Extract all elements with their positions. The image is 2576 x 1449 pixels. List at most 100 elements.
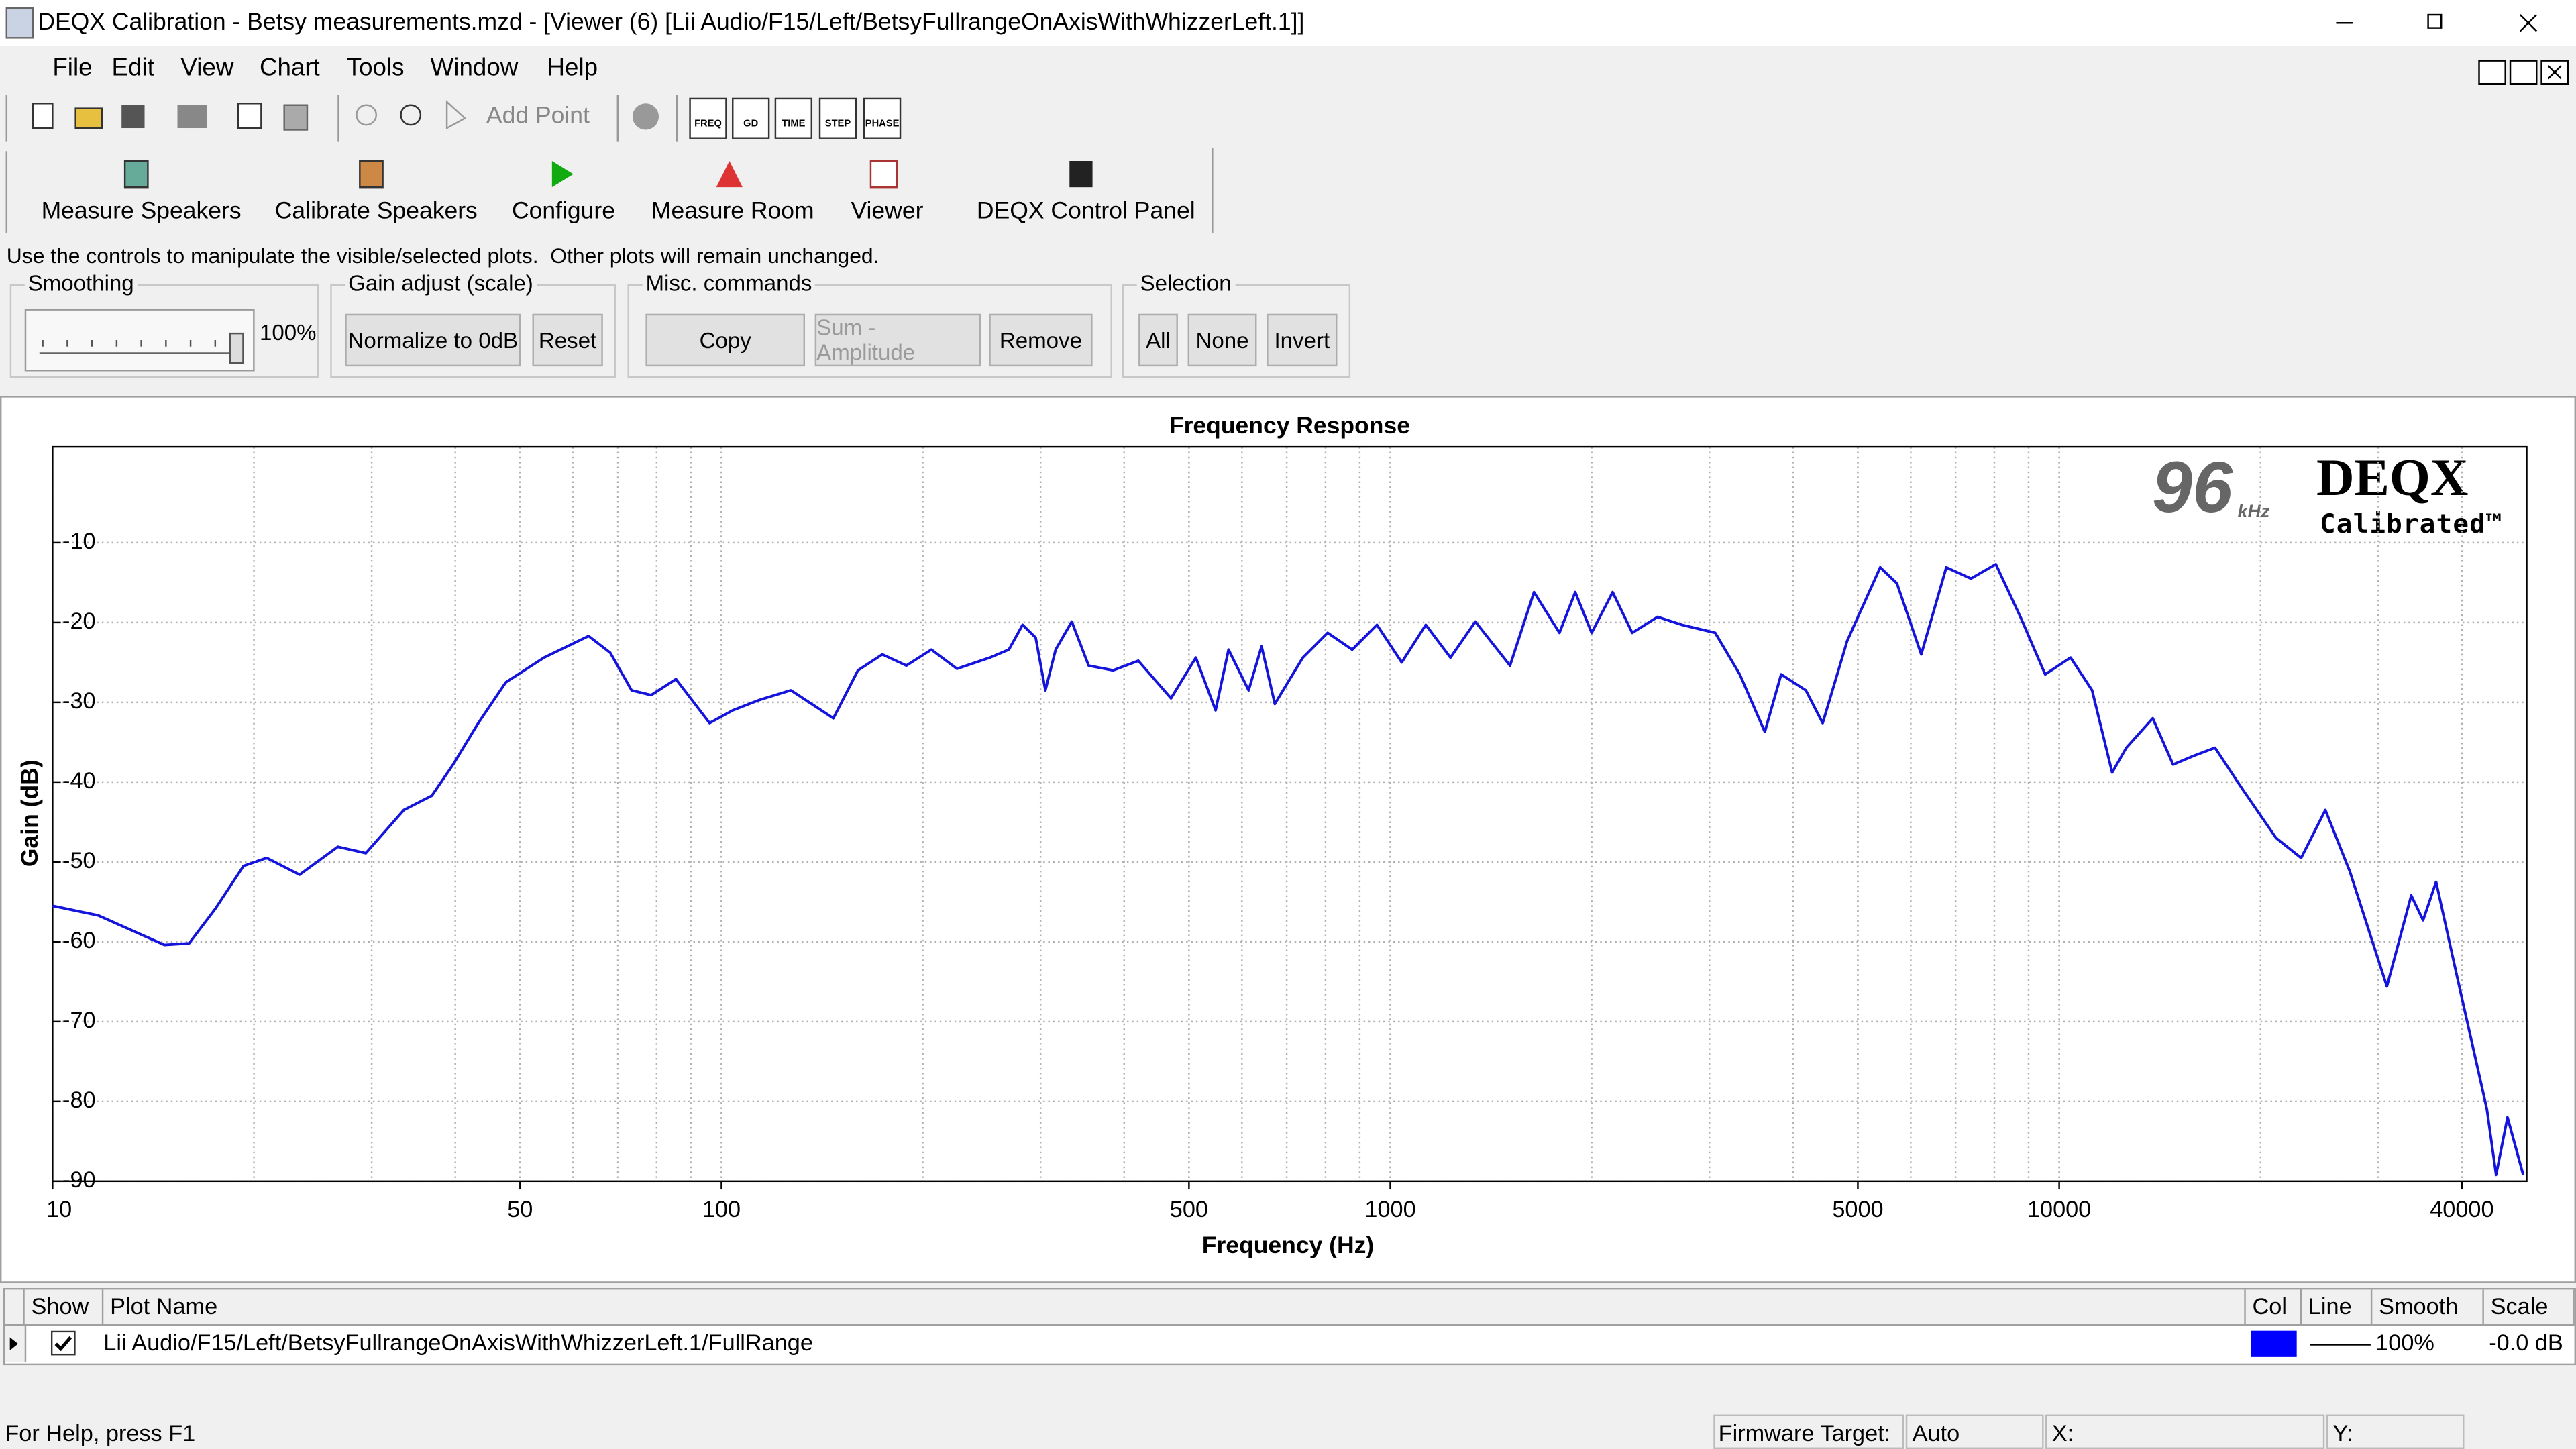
plot-frame: [52, 445, 2528, 1183]
status-bar: For Help, press F1 Firmware Target: Auto…: [0, 1413, 2576, 1449]
x-tick-label: 500: [1170, 1197, 1208, 1222]
view-button[interactable]: TIME: [782, 119, 806, 130]
y-tick-label: -50: [62, 848, 96, 873]
main-button[interactable]: Calibrate Speakers: [274, 199, 478, 225]
logo-brand: DEQX: [2316, 448, 2468, 506]
status-cell: [2326, 1414, 2465, 1449]
firmware-value: Auto: [1912, 1419, 1960, 1446]
button[interactable]: Reset: [532, 313, 603, 367]
view-button[interactable]: PHASE: [865, 119, 900, 130]
main-button[interactable]: Measure Room: [651, 199, 814, 225]
menu-item[interactable]: Tools: [346, 54, 405, 83]
plot-table: Show Plot Name Col Line Smooth Scale Lii Audi…: [3, 1288, 2576, 1366]
chart: Frequency Response Frequency (Hz) Gain (…: [16, 412, 2528, 1258]
button[interactable]: Normalize to 0dB: [345, 313, 521, 367]
y-tick-label: -20: [62, 608, 96, 634]
line-style: [2310, 1344, 2371, 1346]
y-tick-label: -30: [62, 688, 96, 714]
x-tick-label: 50: [507, 1197, 533, 1222]
plot-name: Lii Audio/F15/Left/BetsyFullrangeOnAxisW…: [103, 1329, 813, 1356]
status-help: For Help, press F1: [5, 1419, 196, 1446]
main-button[interactable]: Measure Speakers: [41, 199, 241, 225]
menu-item[interactable]: File: [52, 54, 93, 83]
view-button[interactable]: STEP: [824, 119, 851, 130]
x-tick-label: 5000: [1832, 1197, 1883, 1222]
mdi-controls: [2478, 60, 2569, 85]
chart-panel: [0, 396, 2576, 1283]
smooth-value: 100%: [2375, 1329, 2434, 1356]
y-tick-label: -60: [62, 928, 96, 953]
menu-item[interactable]: Chart: [259, 54, 320, 83]
logo-rate: 96: [2152, 446, 2233, 527]
selection-group: Selection: [1122, 271, 1351, 378]
group-label: Smoothing: [24, 271, 138, 296]
y-tick-label: -40: [62, 768, 96, 794]
x-tick-label: 100: [702, 1197, 741, 1222]
button[interactable]: Copy: [645, 313, 806, 367]
y-axis-label: Gain (dB): [16, 759, 43, 867]
status-cell: [2045, 1414, 2325, 1449]
y-tick-label: -90: [62, 1167, 96, 1193]
title-bar: [0, 0, 2576, 46]
scale-value: -0.0 dB: [2489, 1329, 2563, 1356]
button[interactable]: Invert: [1267, 313, 1338, 367]
x-axis-label: Frequency (Hz): [1202, 1232, 1374, 1258]
window-title: DEQX Calibration - Betsy measurements.mz…: [38, 9, 1305, 36]
chart-title: Frequency Response: [1169, 412, 1410, 439]
x-tick-label: 40000: [2430, 1197, 2493, 1222]
restore[interactable]: [2427, 13, 2443, 29]
column-header: Line: [2302, 1289, 2373, 1324]
row-header: [5, 1326, 27, 1362]
main-button[interactable]: Viewer: [851, 199, 924, 225]
show-checkbox[interactable]: [50, 1330, 77, 1357]
x-tick-label: 10: [46, 1197, 72, 1222]
column-header: Show: [25, 1289, 104, 1324]
hint-text: Use the controls to manipulate the visib…: [6, 243, 879, 268]
group-label: Selection: [1136, 271, 1235, 296]
misc-group: Misc. commands: [627, 271, 1112, 378]
column-header: Plot Name: [103, 1289, 2246, 1324]
status-cell: [1713, 1414, 1904, 1449]
main-button[interactable]: Configure: [512, 199, 615, 225]
y-tick-label: -10: [62, 529, 96, 554]
x-label: X:: [2051, 1419, 2074, 1446]
view-button[interactable]: GD: [743, 119, 759, 130]
view-button[interactable]: FREQ: [694, 119, 722, 130]
window-controls: [2336, 13, 2538, 32]
menu-item[interactable]: Edit: [111, 54, 154, 83]
y-label: Y:: [2332, 1419, 2354, 1446]
color-swatch[interactable]: [2251, 1330, 2297, 1357]
add-point[interactable]: Add Point: [486, 103, 590, 130]
logo-unit: kHz: [2238, 501, 2270, 521]
column-header: Scale: [2484, 1289, 2575, 1324]
column-header: Col: [2246, 1289, 2302, 1324]
smoothing-slider[interactable]: [24, 309, 255, 372]
menu-item[interactable]: View: [180, 54, 234, 83]
y-tick-label: -80: [62, 1087, 96, 1113]
smoothing-value: 100%: [259, 320, 317, 345]
status-cell: [1905, 1414, 2044, 1449]
group-label: Misc. commands: [642, 271, 816, 296]
logo-calibrated: Calibrated™: [2320, 509, 2503, 539]
header-corner: [5, 1289, 25, 1324]
frequency-response-line: [52, 563, 2525, 1177]
menu-item[interactable]: Help: [547, 54, 598, 83]
gain-group: Gain adjust (scale): [330, 271, 616, 378]
x-tick-label: 1000: [1364, 1197, 1415, 1222]
x-tick-label: 10000: [2027, 1197, 2091, 1222]
close[interactable]: [2519, 14, 2538, 32]
column-header: Smooth: [2372, 1289, 2484, 1324]
main-button[interactable]: DEQX Control Panel: [976, 199, 1195, 225]
app-icon: [5, 7, 34, 39]
y-tick-label: -70: [62, 1008, 96, 1033]
button[interactable]: All: [1138, 313, 1178, 367]
smoothing-group: Smoothing 100%: [9, 271, 319, 378]
menu-item[interactable]: Window: [430, 54, 519, 83]
button[interactable]: Sum - Amplitude: [814, 313, 981, 367]
button[interactable]: None: [1187, 313, 1257, 367]
button[interactable]: Remove: [989, 313, 1093, 367]
group-label: Gain adjust (scale): [345, 271, 537, 296]
toolbars: [5, 95, 1214, 233]
firmware-label: Firmware Target:: [1718, 1419, 1891, 1446]
